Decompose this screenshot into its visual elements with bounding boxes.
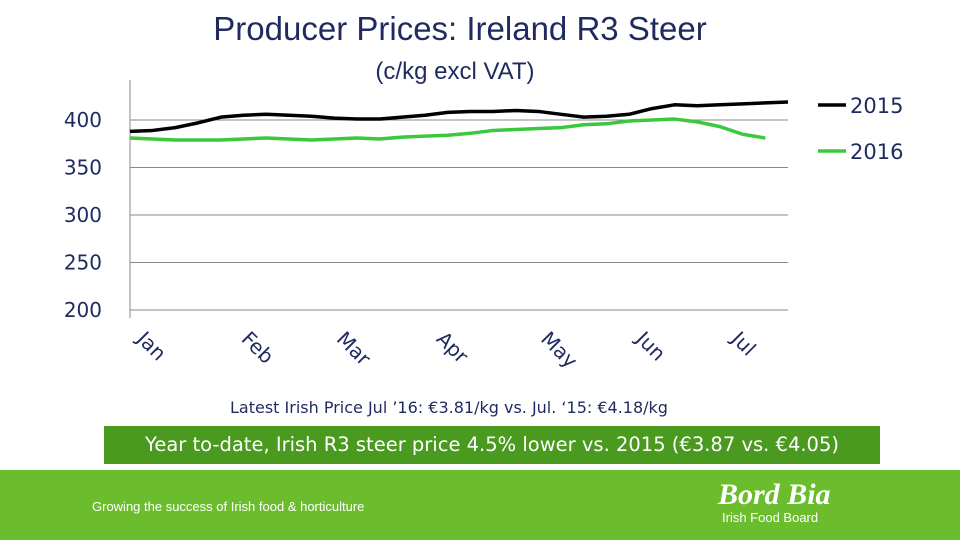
x-tick-label: Jan (131, 325, 171, 365)
series-line-2016 (129, 117, 766, 142)
legend-label-2016: 2016 (850, 140, 903, 164)
ytd-summary-banner: Year to-date, Irish R3 steer price 4.5% … (104, 426, 880, 464)
x-tick-label: Mar (332, 327, 376, 371)
logo-subtitle: Irish Food Board (722, 510, 819, 525)
x-tick-label: Jul (725, 325, 760, 360)
x-tick-label: May (536, 327, 582, 373)
line-chart: 200 250 300 350 400 Jan Feb Mar Apr May Jun Jul 2015… (64, 80, 903, 373)
latest-price-note: Latest Irish Price Jul ’16: €3.81/kg vs.… (230, 398, 668, 417)
footer-tagline: Growing the success of Irish food & hort… (92, 499, 365, 514)
series-line-2015 (129, 100, 789, 134)
footer: Growing the success of Irish food & hort… (0, 470, 960, 540)
y-tick-label: 200 (64, 298, 102, 322)
logo-name: Bord Bia (718, 478, 831, 511)
y-tick-label: 250 (64, 251, 102, 275)
bord-bia-logo: Bord Bia Irish Food Board (718, 478, 831, 526)
chart-title: Producer Prices: Ireland R3 Steer (213, 10, 707, 47)
y-tick-label: 350 (64, 156, 102, 180)
y-tick-label: 400 (64, 108, 102, 132)
x-tick-label: Apr (432, 327, 474, 369)
x-tick-label: Feb (237, 327, 279, 369)
x-tick-label: Jun (630, 325, 670, 365)
chart-subtitle: (c/kg excl VAT) (375, 58, 535, 85)
y-tick-label: 300 (64, 203, 102, 227)
legend-label-2015: 2015 (850, 94, 903, 118)
